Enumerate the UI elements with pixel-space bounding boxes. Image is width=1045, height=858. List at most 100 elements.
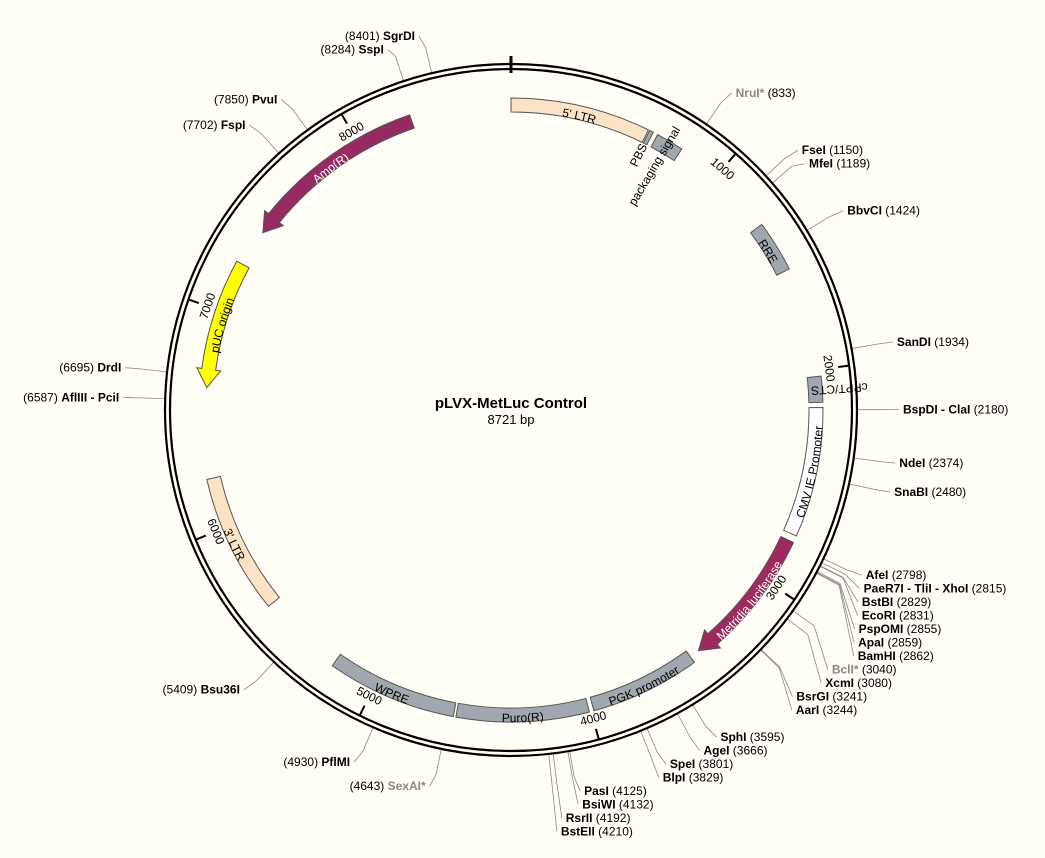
- site-leader-line: [387, 49, 404, 82]
- restriction-site-label: SphI (3595): [720, 730, 784, 744]
- site-position: (2859): [884, 636, 922, 650]
- site-leader-line: [418, 36, 433, 74]
- tick-mark: [196, 534, 207, 541]
- restriction-site-label: SnaBI (2480): [894, 485, 966, 499]
- site-position: (3666): [729, 743, 767, 757]
- site-name: AarI: [796, 703, 819, 717]
- site-position: (4930): [283, 755, 321, 769]
- site-name: FseI: [802, 143, 826, 157]
- site-position: (4125): [609, 784, 647, 798]
- restriction-site-label: AgeI (3666): [703, 743, 767, 757]
- site-leader-line: [676, 713, 700, 751]
- feature-5-ltr: [510, 97, 650, 144]
- site-leader-line: [705, 92, 732, 125]
- restriction-site-label: NdeI (2374): [899, 456, 963, 470]
- site-leader-line: [819, 565, 859, 616]
- site-leader-line: [853, 457, 896, 464]
- site-position: (2798): [888, 568, 926, 582]
- restriction-site-label: AfeI (2798): [866, 568, 927, 582]
- feature-label-puro-r: Puro(R): [502, 709, 545, 725]
- site-name: MfeI: [809, 157, 833, 171]
- site-position: (1189): [833, 157, 870, 171]
- site-position: (1150): [826, 143, 863, 157]
- feature-metridia-luciferase: [697, 535, 795, 652]
- site-leader-line: [848, 483, 891, 493]
- site-name: PflMI: [321, 755, 350, 769]
- site-name: BbvCI: [847, 204, 882, 218]
- site-position: (3241): [829, 690, 867, 704]
- site-position: (2815): [968, 582, 1006, 596]
- site-name: AgeI: [703, 743, 729, 757]
- restriction-site-label: BsrGI (3241): [796, 690, 867, 704]
- site-leader-line: [353, 727, 374, 763]
- site-name: NdeI: [899, 456, 925, 470]
- restriction-site-label: MfeI (1189): [809, 157, 870, 171]
- restriction-site-label: SanDI (1934): [897, 335, 969, 349]
- site-position: (3829): [685, 770, 723, 784]
- feature-puc-origin: [195, 260, 250, 389]
- restriction-site-label: (8401) SgrDI: [345, 29, 415, 43]
- site-name: RsrII: [566, 811, 593, 825]
- site-leader-line: [123, 397, 166, 400]
- restriction-site-label: PasI (4125): [584, 784, 647, 798]
- site-name: PvuI: [252, 92, 277, 106]
- restriction-site-label: (4643) SexAI*: [350, 779, 426, 793]
- site-leader-line: [792, 610, 829, 670]
- feature-pgk-promoter: [589, 650, 696, 712]
- tick-mark: [727, 153, 736, 163]
- site-name: ApaI: [858, 636, 884, 650]
- site-name: XcmI: [825, 676, 854, 690]
- site-position: (2831): [896, 609, 934, 623]
- site-position: (6587): [23, 390, 61, 404]
- plasmid-name: pLVX-MetLuc Control: [435, 395, 587, 412]
- tick-mark: [838, 364, 849, 369]
- restriction-site-label: BsiWI (4132): [582, 797, 653, 811]
- site-position: (2480): [928, 485, 966, 499]
- site-leader-line: [851, 341, 893, 350]
- restriction-site-label: BlpI (3829): [663, 770, 724, 784]
- site-position: (5409): [163, 683, 201, 697]
- site-leader-line: [125, 367, 168, 373]
- restriction-site-label: BstBI (2829): [862, 595, 931, 609]
- site-position: (2855): [903, 622, 941, 636]
- site-leader-line: [816, 572, 855, 657]
- site-leader-line: [786, 618, 822, 684]
- site-name: BlpI: [663, 770, 686, 784]
- tick-mark: [595, 728, 600, 739]
- site-name: SgrDI: [383, 29, 415, 43]
- site-position: (3040): [859, 663, 897, 677]
- site-position: (3801): [695, 757, 733, 771]
- site-leader-line: [760, 649, 793, 711]
- site-leader-line: [806, 210, 844, 231]
- site-name: SpeI: [670, 757, 695, 771]
- restriction-site-label: PspOMI (2855): [859, 622, 942, 636]
- feature-3-ltr: [206, 475, 281, 608]
- feature-cppt-cts: [806, 375, 824, 404]
- feature-puro-r: [455, 697, 590, 723]
- restriction-site-label: RsrII (4192): [566, 811, 631, 825]
- site-position: (2862): [896, 649, 934, 663]
- restriction-site-label: SpeI (3801): [670, 757, 733, 771]
- site-position: (4643): [350, 779, 388, 793]
- site-leader-line: [249, 124, 280, 154]
- site-name: BsiWI: [582, 797, 615, 811]
- backbone: [163, 56, 859, 758]
- restriction-site-label: ApaI (2859): [858, 636, 922, 650]
- site-position: (7850): [214, 92, 252, 106]
- site-leader-line: [281, 99, 308, 131]
- site-name: SexAI*: [388, 779, 426, 793]
- site-position: (6695): [59, 361, 97, 375]
- site-position: (4210): [595, 824, 633, 838]
- site-leader-line: [569, 750, 581, 792]
- site-leaders: [123, 36, 900, 832]
- tick-mark: [341, 114, 348, 125]
- tick-mark: [784, 592, 795, 600]
- site-leader-line: [765, 149, 799, 177]
- site-name: AflIII - PciI: [61, 390, 119, 404]
- site-leader-line: [646, 728, 667, 765]
- site-leader-line: [760, 648, 793, 697]
- restriction-site-label: BbvCI (1424): [847, 204, 920, 218]
- restriction-site-label: AarI (3244): [796, 703, 857, 717]
- site-position: (7702): [183, 118, 221, 132]
